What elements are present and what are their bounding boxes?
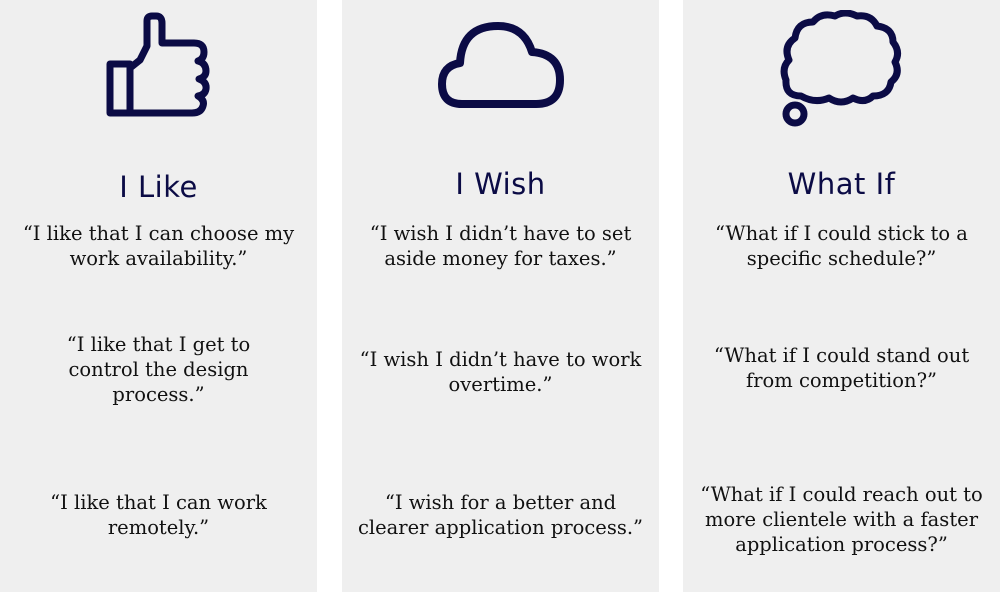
quote-wish-3: “I wish for a better and clearer applica… [357,491,644,539]
column-what-if: What If “What if I could stick to a spec… [683,0,1000,592]
quote-like-2: “I like that I get to control the design… [66,333,251,406]
quote-whatif-1: “What if I could stick to a specific sch… [715,222,968,270]
quote-whatif-2: “What if I could stand out from competit… [713,344,970,392]
heading-what-if: What If [787,167,896,201]
quote-like-3: “I like that I can work remotely.” [50,491,267,539]
column-i-like: I Like “I like that I can choose my work… [0,0,317,592]
quote-like-1: “I like that I can choose my work availa… [22,222,295,270]
quote-wish-1: “I wish I didn’t have to set aside money… [369,222,632,270]
heading-i-wish: I Wish [455,167,546,201]
quote-wish-2: “I wish I didn’t have to work overtime.” [359,348,642,396]
cloud-icon [438,22,564,108]
quote-whatif-3: “What if I could reach out to more clien… [700,483,983,556]
thought-bubble-icon [780,10,902,127]
heading-i-like: I Like [119,170,198,204]
column-i-wish: I Wish “I wish I didn’t have to set asid… [342,0,659,592]
thumbs-up-icon [106,12,210,117]
